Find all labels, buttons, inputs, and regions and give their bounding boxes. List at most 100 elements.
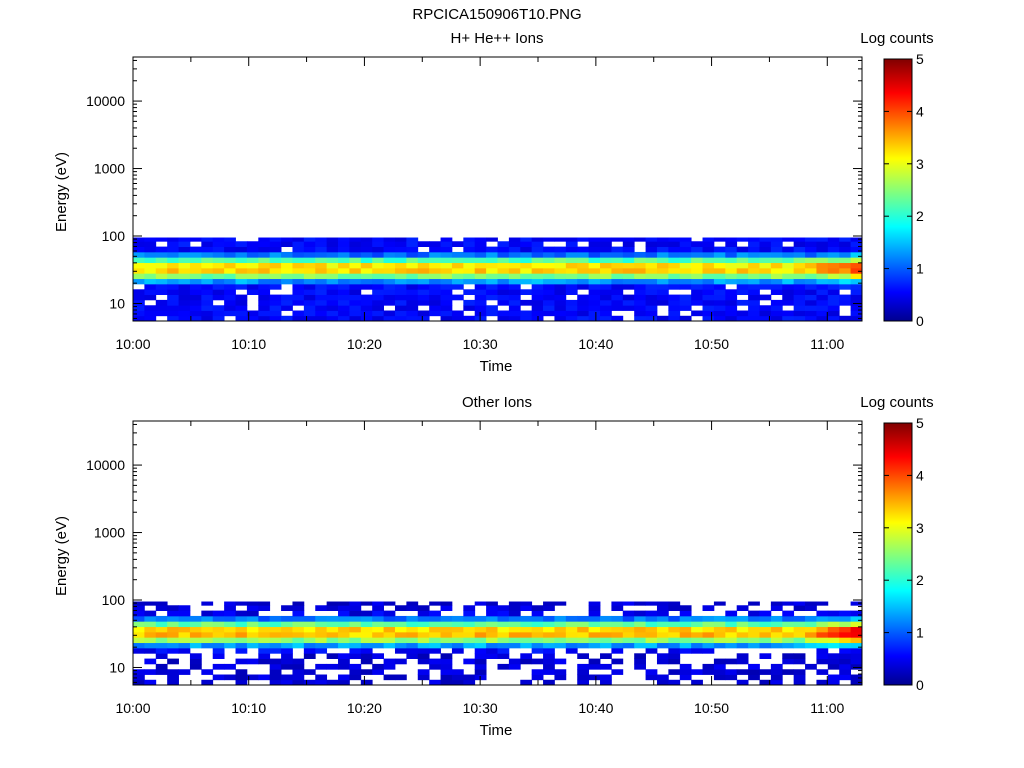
heatmap-cell xyxy=(155,626,168,633)
heatmap-cell xyxy=(144,658,157,665)
heatmap-cell xyxy=(315,631,328,638)
heatmap-cell xyxy=(406,315,419,322)
heatmap-cell xyxy=(816,267,829,274)
heatmap-cell xyxy=(235,669,248,675)
heatmap-cell xyxy=(770,278,783,285)
heatmap-cell xyxy=(383,237,396,242)
heatmap-cell xyxy=(201,669,214,675)
heatmap-cell xyxy=(725,257,738,264)
heatmap-cell xyxy=(805,241,817,247)
heatmap-cell xyxy=(839,669,852,675)
heatmap-cell xyxy=(440,615,453,622)
heatmap-cell xyxy=(679,631,692,638)
heatmap-cell xyxy=(383,257,396,264)
heatmap-cell xyxy=(611,262,624,269)
heatmap-cell xyxy=(531,257,544,264)
heatmap-cell xyxy=(782,257,795,264)
heatmap-cell xyxy=(349,647,362,654)
heatmap-cell xyxy=(178,615,191,622)
heatmap-cell xyxy=(372,605,384,611)
heatmap-cell xyxy=(748,669,760,675)
heatmap-cell xyxy=(770,626,783,633)
heatmap-cell xyxy=(691,669,703,675)
heatmap-cell xyxy=(349,669,362,675)
heatmap-cell xyxy=(543,310,555,317)
heatmap-cell xyxy=(315,241,328,247)
heatmap-cell xyxy=(622,294,635,301)
heatmap-cell xyxy=(565,237,578,242)
x-tick-label: 10:20 xyxy=(347,336,382,352)
heatmap-cell xyxy=(622,615,635,622)
heatmap-cell xyxy=(246,241,259,247)
heatmap-cell xyxy=(189,310,202,317)
heatmap-cell xyxy=(258,674,271,681)
heatmap-cell xyxy=(748,267,760,274)
heatmap-cell xyxy=(554,237,567,242)
heatmap-cell xyxy=(679,669,692,675)
heatmap-cell xyxy=(850,621,863,628)
heatmap-cell xyxy=(224,283,236,290)
heatmap-cell xyxy=(611,278,624,285)
heatmap-cell xyxy=(281,674,293,681)
y-tick-label: 1000 xyxy=(94,525,125,541)
heatmap-cell xyxy=(816,305,829,311)
heatmap-cell xyxy=(577,615,590,622)
heatmap-cell xyxy=(440,653,453,659)
heatmap-cell xyxy=(736,615,749,622)
heatmap-cell xyxy=(474,621,487,628)
heatmap-cell xyxy=(782,283,795,290)
heatmap-cell xyxy=(235,631,248,638)
heatmap-cell xyxy=(360,294,373,301)
heatmap-cell xyxy=(281,278,293,285)
heatmap-cell xyxy=(189,262,202,269)
heatmap-cell xyxy=(577,674,590,681)
heatmap-cell xyxy=(440,669,453,675)
heatmap-cell xyxy=(246,601,259,606)
heatmap-cell xyxy=(155,615,168,622)
heatmap-cell xyxy=(748,299,760,306)
heatmap-cell xyxy=(622,267,635,274)
heatmap-cell xyxy=(167,294,179,301)
heatmap-cell xyxy=(622,610,635,617)
heatmap-cell xyxy=(326,310,339,317)
heatmap-cell xyxy=(235,273,248,280)
heatmap-cell xyxy=(565,626,578,633)
heatmap-cell xyxy=(201,305,214,311)
heatmap-cell xyxy=(155,267,168,274)
heatmap-cell xyxy=(440,237,453,242)
heatmap-cell xyxy=(622,251,635,258)
heatmap-cell xyxy=(508,315,521,322)
heatmap-cell xyxy=(315,251,328,258)
heatmap-cell xyxy=(554,305,567,311)
heatmap-cell xyxy=(645,621,658,628)
heatmap-cell xyxy=(258,257,271,264)
heatmap-cell xyxy=(839,283,852,290)
heatmap-cell xyxy=(622,299,635,306)
heatmap-cell xyxy=(178,642,191,649)
heatmap-cell xyxy=(850,658,863,665)
heatmap-cell xyxy=(451,273,464,280)
heatmap-cell xyxy=(645,241,658,247)
heatmap-cell xyxy=(372,610,384,617)
heatmap-cell xyxy=(713,246,726,253)
heatmap-cell xyxy=(770,605,783,611)
heatmap-cell xyxy=(201,679,214,686)
heatmap-cell xyxy=(303,251,316,258)
heatmap-cell xyxy=(429,626,441,633)
heatmap-cell xyxy=(600,653,612,659)
heatmap-cell xyxy=(178,257,191,264)
heatmap-cell xyxy=(554,251,567,258)
heatmap-cell xyxy=(281,615,293,622)
heatmap-cell xyxy=(600,305,612,311)
heatmap-cell xyxy=(793,674,806,681)
heatmap-cell xyxy=(554,310,567,317)
heatmap-cell xyxy=(167,610,179,617)
heatmap-cell xyxy=(463,674,476,681)
heatmap-cell xyxy=(315,663,328,670)
heatmap-cell xyxy=(463,237,476,242)
heatmap-cell xyxy=(634,278,646,285)
heatmap-cell xyxy=(588,305,601,311)
heatmap-cell xyxy=(565,647,578,654)
heatmap-cell xyxy=(133,257,145,264)
